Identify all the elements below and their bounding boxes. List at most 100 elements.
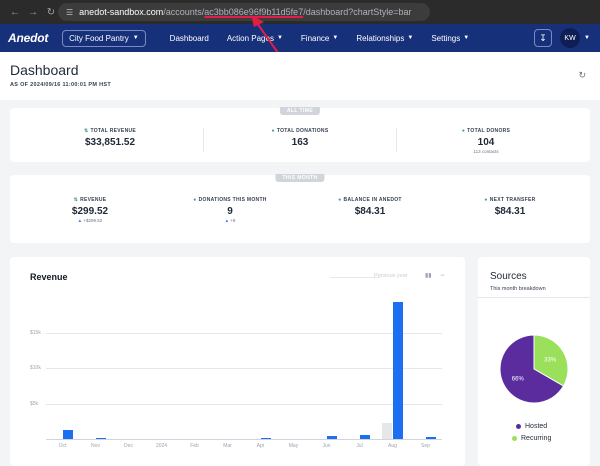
avatar[interactable]: KW	[560, 28, 581, 48]
nav-finance[interactable]: Finance ▼	[301, 34, 338, 43]
chevron-down-icon: ▼	[407, 35, 414, 41]
stat-revenue-sub: ▲ +$299.52	[30, 218, 150, 223]
sources-title: Sources	[490, 271, 527, 282]
revenue-card: Revenue Previous year ▮▮ ∽ $5k $10k $15k Oc…	[10, 257, 465, 466]
legend-label: Hosted	[525, 423, 548, 430]
chevron-down-icon: ▼	[276, 35, 283, 41]
stat-value: $299.52	[71, 206, 109, 217]
app-header: Anedot City Food Pantry ▼ Dashboard Acti…	[0, 24, 600, 52]
bar-chart-icon[interactable]: ▮▮	[425, 273, 432, 279]
revenue-bar[interactable]	[326, 436, 337, 439]
stat-total-donations-label: ● TOTAL DONATIONS	[240, 128, 360, 134]
divider	[478, 297, 590, 298]
sources-pie: 33% 66%	[499, 334, 569, 404]
stat-revenue-label: ⇅ REVENUE	[30, 197, 150, 203]
page-title: Dashboard	[10, 62, 79, 78]
gridline	[46, 368, 442, 369]
x-tick-label: Oct	[58, 443, 67, 449]
stat-next-transfer-label: ● NEXT TRANSFER	[450, 197, 570, 203]
pie-slice-recurring[interactable]	[533, 334, 569, 387]
revenue-bar[interactable]	[392, 301, 403, 439]
reload-icon[interactable]: ↻	[46, 6, 56, 18]
page-header: Dashboard AS OF 2024/09/16 11:00:01 PM H…	[0, 52, 600, 100]
stat-value: $84.31	[494, 206, 526, 217]
stat-sub: 113 contacts	[473, 149, 499, 154]
legend-label: Recurring	[521, 435, 552, 442]
x-tick-label: Sep	[421, 443, 430, 449]
refresh-icon[interactable]: ↻	[578, 70, 586, 80]
previous-year-toggle-line	[330, 277, 380, 278]
nav-relationships-label: Relationships	[356, 33, 405, 43]
stat-value: 104	[477, 137, 495, 148]
x-tick-label: 2024	[155, 443, 168, 449]
stat-donations-this-month-label: ● DONATIONS THIS MONTH	[170, 197, 290, 203]
chevron-down-icon: ▼	[132, 35, 139, 41]
stat-total-revenue: ⇅ TOTAL REVENUE $33,851.52	[50, 128, 170, 148]
x-tick-label: Jul	[356, 443, 363, 449]
pie-slice-hosted[interactable]	[499, 334, 565, 404]
gridline	[46, 332, 442, 334]
y-tick-label: $10k	[30, 365, 41, 371]
trend-up-icon: ▲	[77, 218, 83, 223]
address-bar[interactable]: ☰ anedot-sandbox.com/accounts/ac3bb086e9…	[58, 3, 430, 21]
stat-next-transfer: ● NEXT TRANSFER $84.31	[450, 197, 570, 217]
stat-label: TOTAL DONORS	[467, 128, 511, 134]
url-account-id: ac3bb086e96f9b11d5fe7	[204, 7, 304, 17]
stat-label: DONATIONS THIS MONTH	[198, 197, 267, 203]
revenue-bar[interactable]	[62, 429, 73, 439]
x-tick-label: Dec	[124, 443, 133, 449]
revenue-bar[interactable]	[425, 436, 436, 439]
site-settings-icon[interactable]: ☰	[66, 7, 74, 17]
org-select-label: City Food Pantry	[69, 33, 129, 43]
chevron-down-icon: ▼	[463, 35, 470, 41]
stat-sub: +$299.52	[83, 218, 103, 223]
pie-value-label: 66%	[512, 376, 525, 382]
back-arrow-icon[interactable]: ←	[10, 6, 20, 18]
stat-value: $33,851.52	[84, 137, 136, 148]
nav-action-pages[interactable]: Action Pages ▼	[227, 34, 283, 43]
browser-toolbar: ← → ↻ ☰ anedot-sandbox.com/accounts/ac3b…	[0, 0, 600, 24]
this-month-badge: THIS MONTH	[275, 174, 325, 182]
y-tick-label: $15k	[30, 329, 41, 336]
stat-label: BALANCE IN ANEDOT	[343, 197, 402, 203]
stat-value: 163	[291, 137, 309, 148]
nav-action-pages-label: Action Pages	[226, 33, 274, 43]
nav-settings-label: Settings	[431, 33, 461, 43]
pie-value-label: 33%	[544, 358, 557, 364]
divider	[203, 128, 204, 152]
prev-year-bar[interactable]	[381, 423, 392, 439]
balance-icon: ●	[338, 197, 342, 203]
stat-donations-this-month: ● DONATIONS THIS MONTH 9 ▲ +9	[170, 197, 290, 223]
org-select[interactable]: City Food Pantry ▼	[62, 29, 146, 47]
nav-dashboard[interactable]: Dashboard	[170, 34, 209, 43]
x-tick-label: Aug	[388, 443, 397, 449]
nav-relationships[interactable]: Relationships ▼	[356, 34, 413, 43]
forward-arrow-icon[interactable]: →	[28, 6, 38, 18]
stat-total-donations: ● TOTAL DONATIONS 163	[240, 128, 360, 148]
stat-revenue: ⇅ REVENUE $299.52 ▲ +$299.52	[30, 197, 150, 223]
all-time-badge: ALL TIME	[279, 107, 321, 115]
stat-label: REVENUE	[80, 197, 107, 203]
x-tick-label: Jun	[322, 443, 331, 449]
nav-settings[interactable]: Settings ▼	[431, 34, 469, 43]
nav-finance-label: Finance	[300, 33, 330, 43]
stat-value: $84.31	[354, 206, 386, 217]
previous-year-toggle[interactable]: Previous year	[374, 273, 408, 279]
stat-total-revenue-label: ⇅ TOTAL REVENUE	[50, 128, 170, 134]
revenue-icon: ⇅	[73, 197, 79, 203]
x-tick-label: Nov	[91, 443, 100, 449]
line-chart-icon[interactable]: ∽	[440, 273, 446, 279]
legend-dot	[516, 424, 521, 429]
chevron-down-icon[interactable]: ▼	[584, 35, 590, 41]
revenue-bar[interactable]	[260, 437, 271, 439]
anedot-logo[interactable]: Anedot	[8, 31, 49, 45]
y-tick-label: $5k	[30, 400, 39, 407]
legend-recurring: Recurring	[512, 435, 551, 442]
stat-total-donors: ● TOTAL DONORS 104 113 contacts	[426, 128, 546, 154]
donors-icon: ●	[461, 128, 466, 134]
revenue-bar[interactable]	[359, 434, 370, 439]
stat-donations-sub: ▲ +9	[170, 218, 290, 223]
download-icon[interactable]: ↧	[534, 29, 553, 47]
revenue-title: Revenue	[30, 272, 68, 282]
revenue-bar[interactable]	[95, 437, 106, 439]
